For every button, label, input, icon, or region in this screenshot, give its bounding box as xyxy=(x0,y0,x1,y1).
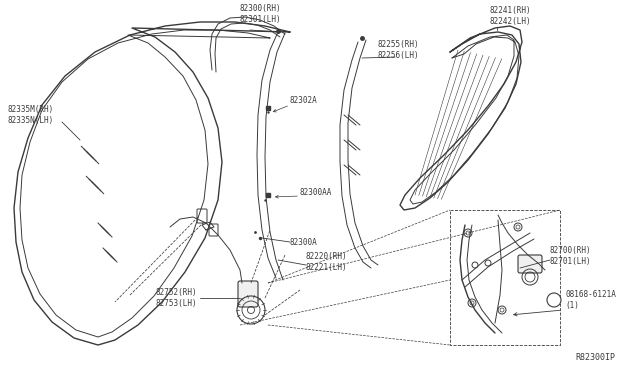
FancyBboxPatch shape xyxy=(209,224,218,236)
Text: 82335M(RH)
82335N(LH): 82335M(RH) 82335N(LH) xyxy=(8,105,54,125)
FancyBboxPatch shape xyxy=(238,281,258,307)
Text: 82300A: 82300A xyxy=(290,237,317,247)
Text: 82700(RH)
82701(LH): 82700(RH) 82701(LH) xyxy=(550,246,591,266)
FancyBboxPatch shape xyxy=(197,209,207,223)
Text: 82241(RH)
82242(LH): 82241(RH) 82242(LH) xyxy=(490,6,532,26)
Text: B: B xyxy=(552,297,556,303)
Text: 82255(RH)
82256(LH): 82255(RH) 82256(LH) xyxy=(378,40,420,60)
Text: R82300IP: R82300IP xyxy=(575,353,615,362)
Text: 82752(RH)
82753(LH): 82752(RH) 82753(LH) xyxy=(155,288,196,308)
Text: 82302A: 82302A xyxy=(290,96,317,105)
FancyBboxPatch shape xyxy=(518,255,542,273)
Circle shape xyxy=(547,293,561,307)
Text: 08168-6121A
(1): 08168-6121A (1) xyxy=(565,290,616,310)
Text: 82300AA: 82300AA xyxy=(300,187,332,196)
Text: 82300(RH)
82301(LH): 82300(RH) 82301(LH) xyxy=(240,4,282,24)
Text: 82220(RH)
82221(LH): 82220(RH) 82221(LH) xyxy=(305,252,347,272)
